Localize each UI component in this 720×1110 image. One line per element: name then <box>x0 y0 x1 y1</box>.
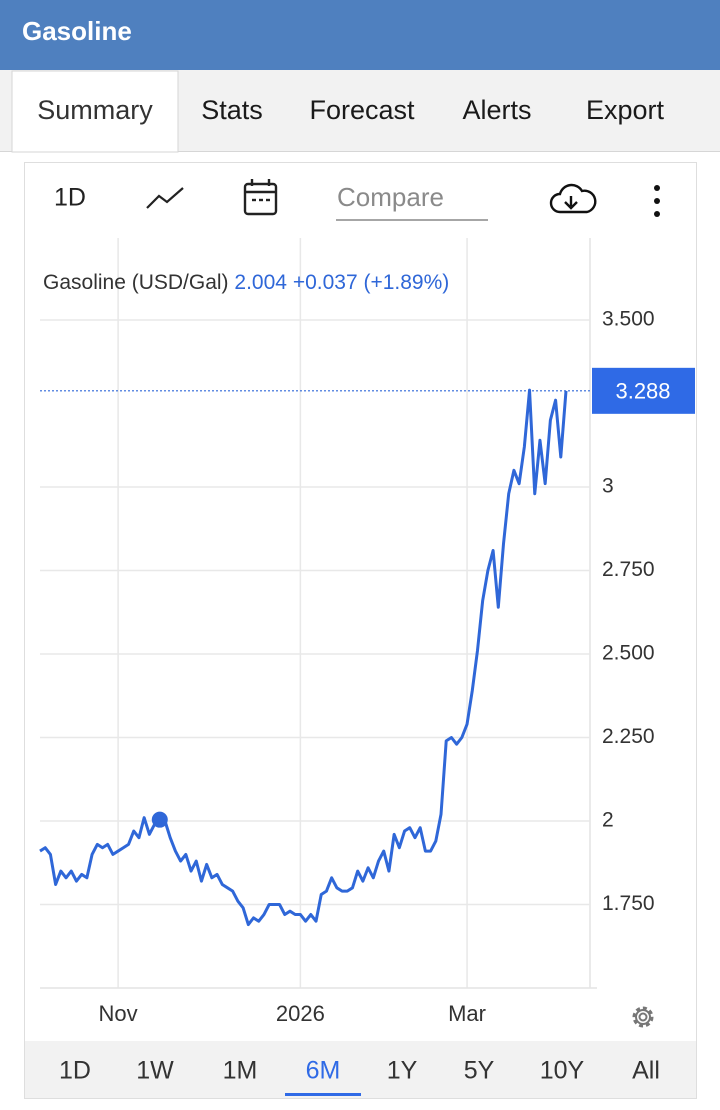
chart-type-icon[interactable] <box>146 187 184 209</box>
range-button[interactable]: 5Y <box>464 1057 495 1085</box>
download-icon[interactable] <box>549 183 597 214</box>
range-button[interactable]: All <box>632 1057 660 1085</box>
more-menu[interactable] <box>654 185 660 217</box>
range-button[interactable]: 1D <box>59 1057 91 1085</box>
tab[interactable]: Alerts <box>462 95 531 125</box>
legend-name: Gasoline (USD/Gal) <box>43 271 229 294</box>
y-tick-label: 1.750 <box>602 892 655 915</box>
header-title: Gasoline <box>22 16 132 46</box>
range-button[interactable]: 1M <box>223 1057 258 1085</box>
header-bar <box>0 0 720 70</box>
x-tick-label: Nov <box>99 1001 138 1026</box>
y-tick-label: 3 <box>602 475 614 498</box>
range-button[interactable]: 1W <box>136 1057 174 1085</box>
settings-icon[interactable] <box>632 1006 654 1028</box>
highlight-point <box>151 811 168 828</box>
tab[interactable]: Forecast <box>309 95 415 125</box>
tab[interactable]: Stats <box>201 95 263 125</box>
range-button[interactable]: 1Y <box>387 1057 418 1085</box>
last-value-badge <box>592 367 695 414</box>
range-button[interactable]: 6M <box>306 1057 341 1085</box>
y-tick-label: 3.500 <box>602 308 655 331</box>
legend: Gasoline (USD/Gal) 2.004 +0.037 (+1.89%) <box>43 271 449 294</box>
price-line <box>39 388 568 927</box>
calendar-icon[interactable] <box>243 179 278 216</box>
interval-button[interactable]: 1D <box>54 184 86 212</box>
y-tick-label: 2 <box>602 809 614 832</box>
x-tick-label: 2026 <box>276 1001 325 1026</box>
y-tick-label: 2.250 <box>602 725 655 748</box>
tab-selected-bg <box>11 70 179 153</box>
y-tick-label: 2.500 <box>602 642 655 665</box>
compare-input[interactable]: Compare <box>337 182 444 212</box>
tab[interactable]: Summary <box>37 95 153 125</box>
y-tick-label: 2.750 <box>602 558 655 581</box>
range-button[interactable]: 10Y <box>540 1057 585 1085</box>
range-underline <box>285 1093 361 1096</box>
chart-card <box>24 162 697 1099</box>
legend-value: 2.004 <box>234 271 287 294</box>
last-value-label: 3.288 <box>615 379 670 404</box>
legend-change: +0.037 (+1.89%) <box>293 271 449 294</box>
tab[interactable]: Export <box>586 95 665 125</box>
x-tick-label: Mar <box>448 1001 486 1026</box>
range-bar <box>25 1041 696 1098</box>
